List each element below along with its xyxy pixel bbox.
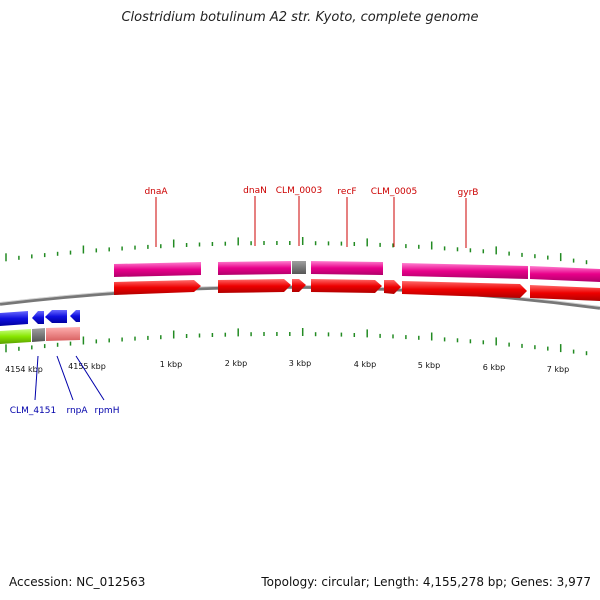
leader-clm4151: [34, 355, 39, 401]
gene-clm0003-rna: [292, 261, 306, 274]
label-rpmH: rpmH: [95, 406, 120, 416]
cds-rev-1: [0, 311, 28, 326]
gene-gyrB: [402, 263, 528, 279]
accession-text: Accession: NC_012563: [9, 575, 146, 589]
label-clm0003: CLM_0003: [276, 186, 322, 196]
tick-row-bottom: [5, 328, 588, 356]
tick-label-4155kbp: 4155 kbp: [68, 362, 106, 371]
tick-label-5kbp: 5 kbp: [418, 361, 440, 370]
forward-gene-labels: dnaA dnaN CLM_0003 recF CLM_0005 gyrB: [144, 186, 478, 248]
misc-rev-green: [0, 329, 31, 344]
cds-dnaN: [218, 279, 291, 293]
reverse-gene-labels: CLM_4151 rnpA rpmH: [10, 355, 120, 416]
leader-rnpA: [56, 355, 74, 401]
cds-dnaA: [114, 280, 201, 295]
label-gyrB: gyrB: [458, 188, 479, 198]
label-recF: recF: [337, 187, 356, 197]
misc-rev-rna: [32, 328, 45, 342]
label-dnaN: dnaN: [243, 186, 267, 196]
reverse-cds-track: [0, 310, 80, 326]
tick-label-2kbp: 2 kbp: [225, 359, 247, 368]
tick-label-4kbp: 4 kbp: [354, 360, 376, 369]
cds-clm0003: [292, 279, 306, 292]
gene-next: [530, 266, 600, 282]
gene-dnaN: [218, 261, 291, 275]
tick-label-4154kbp: 4154 kbp: [5, 365, 43, 374]
tick-labels: 4154 kbp 4155 kbp 1 kbp 2 kbp 3 kbp 4 kb…: [5, 359, 569, 374]
reverse-misc-track: [0, 327, 80, 344]
cds-next: [530, 285, 600, 301]
cds-rev-clm4151: [32, 311, 44, 324]
cds-recF: [311, 279, 382, 293]
cds-clm0005: [384, 280, 401, 294]
leader-rpmH: [75, 355, 105, 401]
label-clm0005: CLM_0005: [371, 187, 417, 197]
forward-gene-track: [114, 261, 600, 282]
label-rnpA: rnpA: [66, 406, 88, 416]
tick-label-3kbp: 3 kbp: [289, 359, 311, 368]
tick-label-6kbp: 6 kbp: [483, 363, 505, 372]
cds-gyrB: [402, 281, 527, 298]
gene-recF: [311, 261, 383, 275]
label-clm4151: CLM_4151: [10, 406, 56, 416]
map-title: Clostridium botulinum A2 str. Kyoto, com…: [121, 10, 479, 25]
tick-row-top: [5, 237, 588, 265]
forward-cds-track: [114, 279, 600, 301]
genome-summary-text: Topology: circular; Length: 4,155,278 bp…: [261, 575, 591, 589]
tick-label-7kbp: 7 kbp: [547, 365, 569, 374]
tick-label-1kbp: 1 kbp: [160, 360, 182, 369]
misc-rev-pseudo: [46, 327, 80, 341]
cds-rev-rnpA: [45, 310, 67, 323]
label-dnaA: dnaA: [144, 187, 168, 197]
cds-rev-rpmH: [70, 310, 80, 322]
gene-dnaA: [114, 262, 201, 277]
